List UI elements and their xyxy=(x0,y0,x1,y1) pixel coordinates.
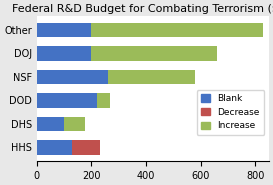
Bar xyxy=(91,46,217,60)
Bar xyxy=(37,93,97,107)
Bar xyxy=(108,70,195,84)
Bar xyxy=(37,23,91,37)
Bar xyxy=(72,140,100,154)
Legend: Blank, Decrease, Increase: Blank, Decrease, Increase xyxy=(197,90,264,135)
Bar xyxy=(37,117,64,131)
Bar xyxy=(37,140,72,154)
Bar xyxy=(64,117,85,131)
Bar xyxy=(37,46,91,60)
Title: Federal R&D Budget for Combating Terrorism ($M): Federal R&D Budget for Combating Terrori… xyxy=(12,4,273,14)
Bar xyxy=(91,23,263,37)
Bar xyxy=(97,93,111,107)
Bar xyxy=(37,70,108,84)
